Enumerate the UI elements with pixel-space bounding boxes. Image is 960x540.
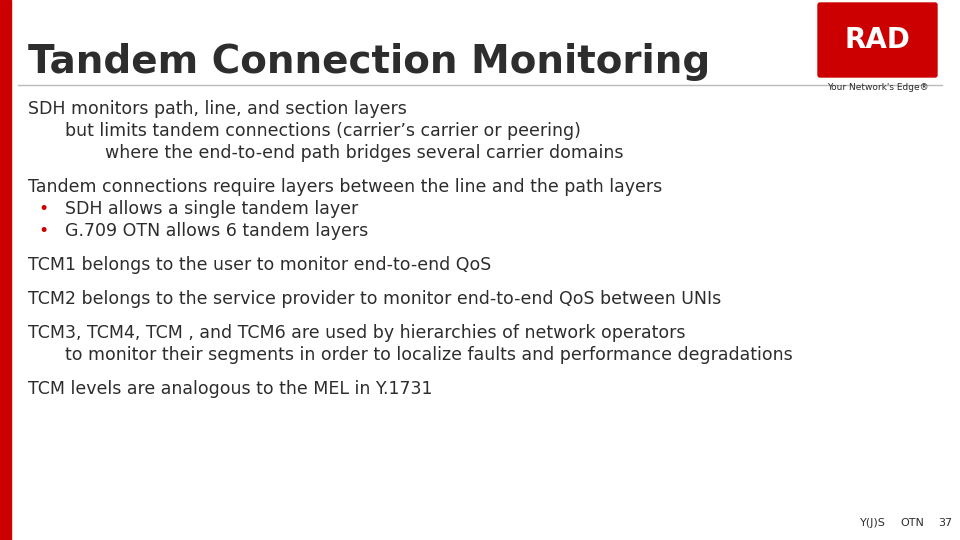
Text: G.709 OTN allows 6 tandem layers: G.709 OTN allows 6 tandem layers xyxy=(65,222,369,240)
Text: RAD: RAD xyxy=(845,26,910,54)
Text: Tandem Connection Monitoring: Tandem Connection Monitoring xyxy=(28,43,710,81)
Text: Your Network's Edge®: Your Network's Edge® xyxy=(827,83,928,92)
Text: Tandem connections require layers between the line and the path layers: Tandem connections require layers betwee… xyxy=(28,178,662,196)
Text: •: • xyxy=(38,200,48,218)
Text: to monitor their segments in order to localize faults and performance degradatio: to monitor their segments in order to lo… xyxy=(65,346,793,364)
Text: TCM3, TCM4, TCM , and TCM6 are used by hierarchies of network operators: TCM3, TCM4, TCM , and TCM6 are used by h… xyxy=(28,324,685,342)
Text: TCM2 belongs to the service provider to monitor end-to-end QoS between UNIs: TCM2 belongs to the service provider to … xyxy=(28,290,721,308)
Text: TCM1 belongs to the user to monitor end-to-end QoS: TCM1 belongs to the user to monitor end-… xyxy=(28,256,492,274)
FancyBboxPatch shape xyxy=(818,3,937,77)
Text: SDH allows a single tandem layer: SDH allows a single tandem layer xyxy=(65,200,358,218)
Text: •: • xyxy=(38,222,48,240)
Text: OTN: OTN xyxy=(900,518,924,528)
Text: TCM levels are analogous to the MEL in Y.1731: TCM levels are analogous to the MEL in Y… xyxy=(28,380,433,398)
Text: 37: 37 xyxy=(938,518,952,528)
Text: Y(J)S: Y(J)S xyxy=(860,518,886,528)
Bar xyxy=(0,0,11,540)
Text: where the end-to-end path bridges several carrier domains: where the end-to-end path bridges severa… xyxy=(105,144,623,162)
Text: but limits tandem connections (carrier’s carrier or peering): but limits tandem connections (carrier’s… xyxy=(65,122,581,140)
Text: SDH monitors path, line, and section layers: SDH monitors path, line, and section lay… xyxy=(28,100,407,118)
